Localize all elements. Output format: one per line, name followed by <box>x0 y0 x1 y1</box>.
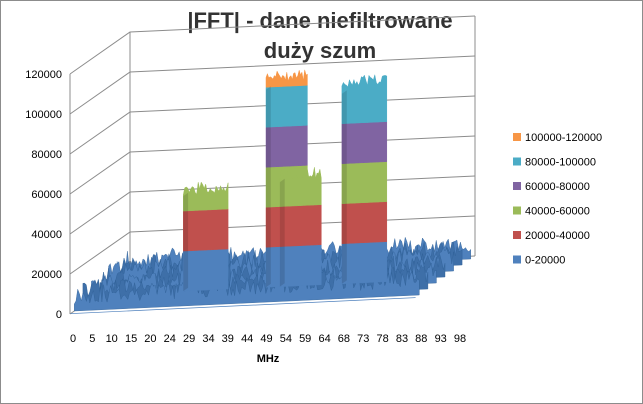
y-tick-label: 80000 <box>31 149 62 161</box>
legend-label: 40000-60000 <box>525 206 590 218</box>
x-tick-label: 59 <box>299 333 311 345</box>
x-tick-label: 20 <box>144 333 156 345</box>
legend-swatch <box>513 231 521 239</box>
x-axis-label: MHz <box>257 353 280 365</box>
legend-entry: 60000-80000 <box>513 181 590 193</box>
legend-label: 20000-40000 <box>525 230 590 242</box>
x-tick-label: 10 <box>106 333 118 345</box>
peak-side <box>183 192 189 292</box>
y-tick-labels: 0 20000 40000 60000 80000 100000 120000 <box>25 69 62 321</box>
peak-band <box>183 208 229 252</box>
legend-label: 80000-100000 <box>525 157 596 169</box>
y-tick-label: 0 <box>56 309 62 321</box>
peak-4 <box>341 74 388 284</box>
y-tick-label: 120000 <box>25 69 62 81</box>
x-tick-label: 93 <box>435 333 447 345</box>
x-tick-labels: 0 5 10 15 20 24 29 34 39 44 49 54 59 64 68 73 78 83 88 93 98 <box>70 333 466 345</box>
legend-label: 0-20000 <box>525 255 565 267</box>
legend-entry: 40000-60000 <box>513 206 590 218</box>
peak-side <box>279 178 285 287</box>
chart-title: |FFT| - dane niefiltrowane duży szum <box>150 6 490 66</box>
x-tick-label: 49 <box>260 333 272 345</box>
legend-swatch <box>513 157 521 166</box>
x-tick-label: 34 <box>202 333 214 345</box>
x-tick-label: 78 <box>376 333 388 345</box>
legend-entry: 20000-40000 <box>513 230 590 242</box>
legend-entry: 100000-120000 <box>513 132 602 144</box>
legend-entry: 0-20000 <box>513 255 565 267</box>
peak-band <box>341 74 388 124</box>
peak-3 <box>279 167 322 287</box>
peak-band <box>341 241 388 284</box>
x-tick-label: 54 <box>280 333 292 345</box>
peak-side <box>266 86 271 288</box>
peak-side <box>341 90 347 284</box>
x-tick-label: 64 <box>318 333 330 345</box>
x-tick-label: 88 <box>415 333 427 345</box>
x-tick-label: 39 <box>222 333 234 345</box>
peak-band <box>341 161 388 204</box>
legend-swatch <box>513 255 521 264</box>
legend: 100000-120000 80000-100000 60000-80000 4000… <box>513 132 602 267</box>
legend-label: 100000-120000 <box>525 132 602 144</box>
y-tick-label: 40000 <box>31 229 62 241</box>
x-tick-label: 15 <box>125 333 137 345</box>
x-tick-label: 83 <box>396 333 408 345</box>
legend-swatch <box>513 182 521 190</box>
peak-band <box>183 248 229 292</box>
peak-band <box>279 167 322 207</box>
legend-label: 60000-80000 <box>525 181 590 193</box>
peak-band <box>265 85 308 128</box>
peak-band <box>279 244 322 287</box>
peak-band <box>265 125 308 168</box>
peak-band <box>341 121 388 164</box>
peak-band <box>341 201 388 244</box>
peak-band <box>279 204 322 247</box>
peaks-layer <box>183 69 388 292</box>
x-tick-label: 73 <box>357 333 369 345</box>
chart-title-line1: |FFT| - dane niefiltrowane <box>187 8 453 33</box>
peak-band <box>183 181 229 212</box>
x-tick-label: 5 <box>89 333 95 345</box>
legend-swatch <box>513 133 521 141</box>
chart-title-line2: duży szum <box>263 38 377 63</box>
x-tick-label: 68 <box>338 333 350 345</box>
y-tick-label: 100000 <box>25 109 62 121</box>
x-tick-label: 98 <box>454 333 466 345</box>
legend-entry: 80000-100000 <box>513 157 596 169</box>
x-tick-label: 44 <box>241 333 253 345</box>
peak-band <box>265 69 308 88</box>
floor-front <box>70 297 417 314</box>
legend-swatch <box>513 206 521 215</box>
peak-1 <box>183 181 229 292</box>
x-tick-label: 24 <box>164 333 176 345</box>
x-tick-label: 0 <box>70 333 76 345</box>
x-tick-label: 29 <box>183 333 195 345</box>
y-tick-label: 60000 <box>31 189 62 201</box>
y-tick-label: 20000 <box>31 269 62 281</box>
